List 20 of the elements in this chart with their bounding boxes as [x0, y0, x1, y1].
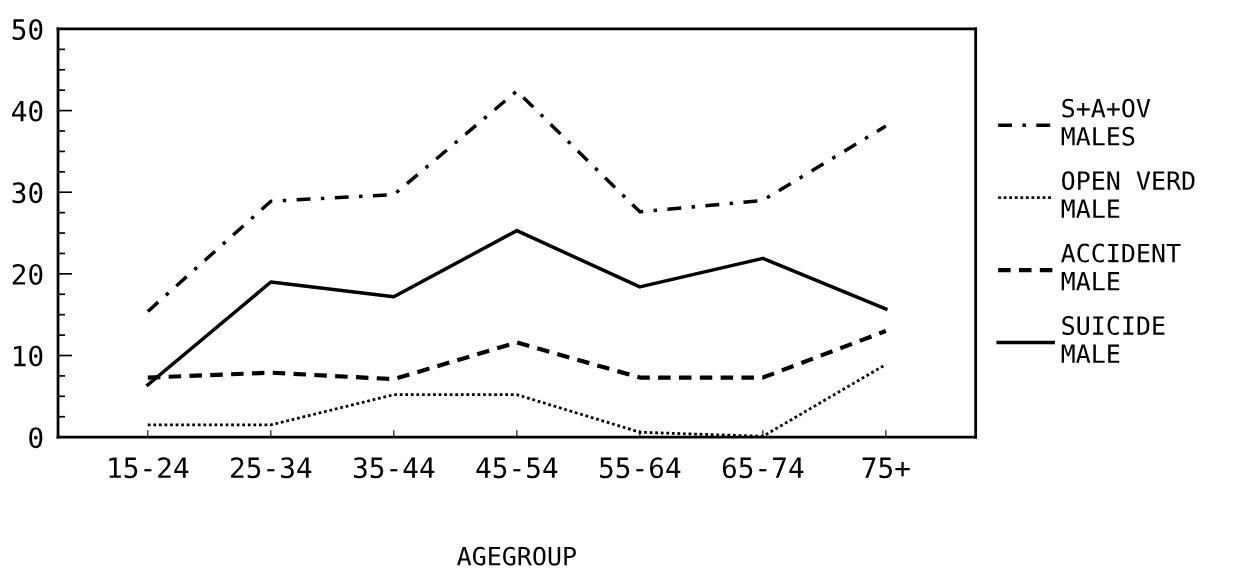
y-tick-label: 50 — [12, 18, 43, 40]
y-tick-label: 30 — [12, 182, 43, 204]
line-series — [146, 89, 888, 314]
legend-label: S+A+OV MALES — [1061, 98, 1151, 146]
legend-label: OPEN VERD MALE — [1061, 171, 1195, 218]
legend-label: ACCIDENT MALE — [1061, 243, 1181, 291]
legend-label: SUICIDE MALE — [1061, 316, 1165, 363]
x-tick-label: 45-54 — [476, 457, 558, 479]
x-tick-label: 25-34 — [231, 457, 312, 479]
x-tick-label: 65-74 — [722, 457, 804, 479]
line-series — [146, 228, 888, 387]
x-tick-label: 55-64 — [599, 457, 681, 479]
x-tick-label: 15-24 — [109, 457, 189, 479]
x-tick-label: 35-44 — [353, 457, 435, 479]
y-tick-label: 20 — [12, 263, 43, 285]
x-tick-label: 75+ — [862, 457, 910, 479]
y-tick-label: 40 — [12, 100, 43, 122]
x-axis-title: AGEGROUP — [457, 546, 576, 566]
y-tick-label: 0 — [29, 427, 43, 449]
y-tick-label: 10 — [14, 345, 43, 367]
